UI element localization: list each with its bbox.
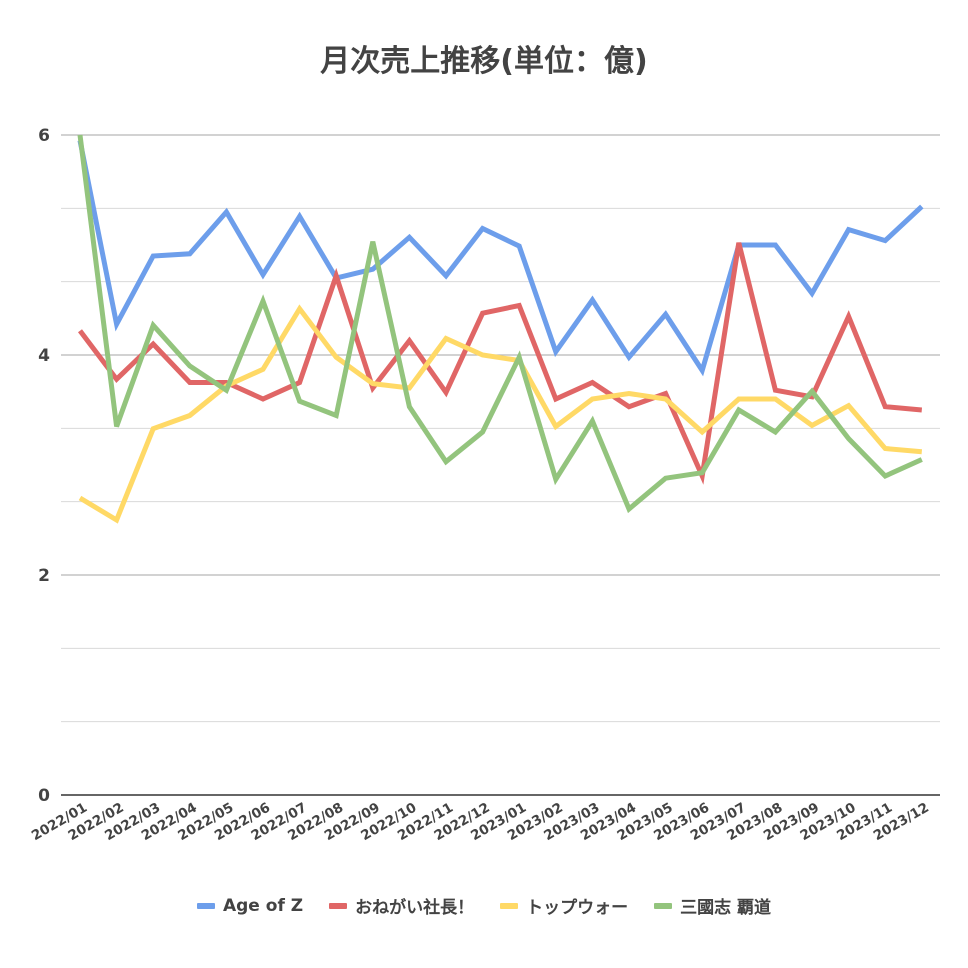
legend-swatch — [500, 902, 519, 909]
series-layer — [77, 134, 924, 524]
x-axis-ticks: 2022/012022/022022/032022/042022/052022/… — [29, 800, 932, 845]
legend-label: 三國志 覇道 — [680, 898, 772, 918]
legend-swatch — [329, 902, 348, 909]
grid-layer — [61, 134, 940, 796]
legend-label: トップウォー — [526, 898, 629, 918]
chart-title: 月次売上推移(単位：億) — [320, 44, 648, 79]
legend-swatch — [654, 902, 673, 909]
legend-label: おねがい社長！ — [355, 898, 475, 918]
series-line-3 — [78, 304, 923, 524]
legend: Age of Z おねがい社長！ トップウォー 三國志 覇道 — [0, 893, 968, 918]
y-axis-ticks: 0 2 4 6 — [38, 126, 50, 806]
legend-item: トップウォー — [500, 893, 628, 918]
y-tick-label: 4 — [38, 346, 50, 366]
series-line-4 — [77, 134, 923, 514]
y-tick-label: 0 — [38, 786, 50, 806]
legend-item: おねがい社長！ — [329, 893, 474, 918]
legend-item: 三國志 覇道 — [654, 893, 771, 918]
y-tick-label: 6 — [38, 126, 50, 146]
series-line-2 — [78, 242, 923, 485]
y-tick-label: 2 — [38, 566, 50, 586]
legend-label: Age of Z — [222, 895, 304, 916]
series-line-1 — [77, 140, 924, 377]
legend-swatch — [196, 902, 215, 909]
legend-item: Age of Z — [196, 893, 304, 918]
